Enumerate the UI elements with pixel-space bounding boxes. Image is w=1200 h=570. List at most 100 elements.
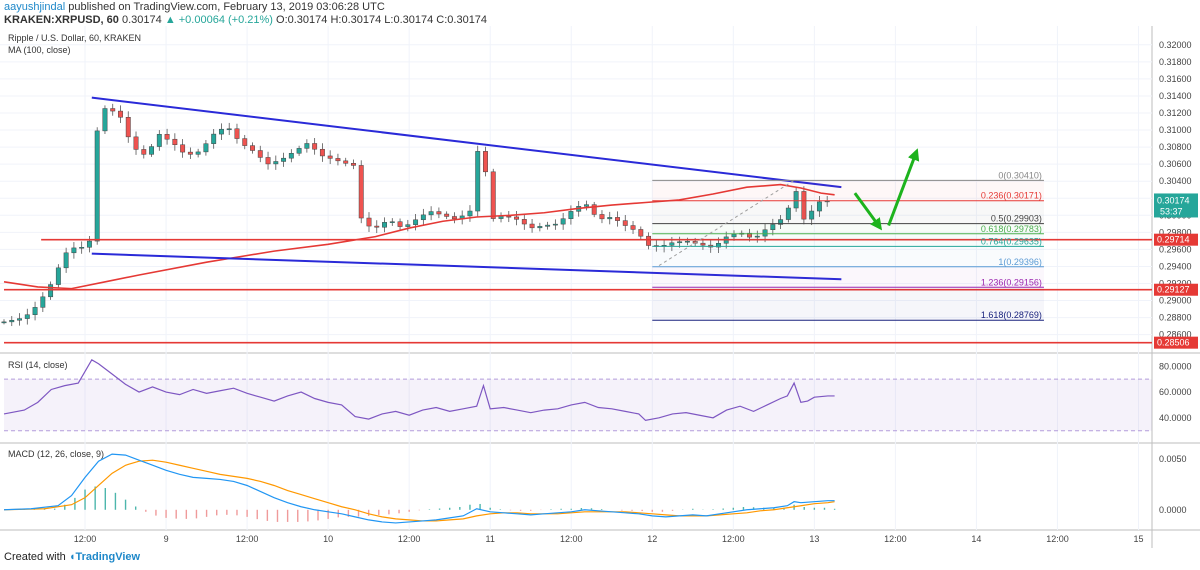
candle-body <box>568 211 574 219</box>
candle-body <box>537 226 543 229</box>
macd-tick-label: 0.0000 <box>1159 505 1187 515</box>
x-tick-label: 12:00 <box>236 534 259 544</box>
candle-body <box>545 224 551 227</box>
candle-body <box>778 219 784 225</box>
support-price-label: 0.29714 <box>1157 235 1190 245</box>
moving-average-line <box>3 183 835 290</box>
candle-body <box>374 225 380 228</box>
candle-body <box>250 145 255 151</box>
candle-body <box>560 218 566 225</box>
fib-level-label: 1.236(0.29156) <box>981 277 1042 287</box>
x-tick-label: 13 <box>809 534 819 544</box>
candle-body <box>55 267 61 285</box>
ohlc-high: H:0.30174 <box>330 14 382 26</box>
candle-body <box>102 108 108 132</box>
candle-body <box>684 240 690 243</box>
x-tick-label: 12:00 <box>722 534 745 544</box>
candle-body <box>716 243 721 248</box>
candle-body <box>599 214 605 220</box>
candle-body <box>591 204 597 215</box>
candle-body <box>552 223 558 226</box>
y-tick-label: 0.31000 <box>1159 125 1192 135</box>
candle-body <box>218 128 224 135</box>
candle-body <box>79 247 85 249</box>
candle-body <box>94 130 100 242</box>
ohlc-low: L:0.30174 <box>384 14 434 26</box>
support-price-badge <box>1154 233 1198 246</box>
candle-body <box>801 191 807 220</box>
candle-body <box>630 225 636 230</box>
candle-body <box>754 235 760 238</box>
price-chart[interactable]: 12:00 9 12:00 10 12:00 11 12:00 12 12:00 13 12:00 1… <box>0 26 1200 548</box>
publish-line: aayushjindal published on TradingView.co… <box>4 1 385 13</box>
y-tick-label: 0.31600 <box>1159 74 1192 84</box>
candle-body <box>226 128 232 131</box>
candle-body <box>234 128 240 139</box>
ohlc-close: C:0.30174 <box>436 14 488 26</box>
candle-body <box>428 211 434 216</box>
candle-body <box>319 148 325 157</box>
candle-body <box>63 252 69 269</box>
candle-body <box>71 247 77 254</box>
candle-body <box>747 232 752 238</box>
x-tick-label: 12:00 <box>560 534 583 544</box>
fib-level-label: 0(0.30410) <box>998 170 1042 180</box>
candle-body <box>187 151 193 155</box>
candle-body <box>9 319 15 323</box>
candle-body <box>358 165 364 219</box>
y-tick-label: 0.30600 <box>1159 159 1192 169</box>
price-change: ▲ +0.00064 (+0.21%) <box>164 14 273 26</box>
last-price: 0.30174 <box>121 14 162 26</box>
footer: Created with ◖TradingView <box>4 551 140 563</box>
x-tick-label: 12:00 <box>1046 534 1069 544</box>
x-tick-label: 15 <box>1133 534 1143 544</box>
x-tick-label: 12 <box>647 534 657 544</box>
countdown-label: 53:37 <box>1160 206 1183 216</box>
candle-body <box>638 229 644 237</box>
candle-body <box>669 242 675 246</box>
macd-legend: MACD (12, 26, close, 9) <box>8 449 104 459</box>
candle-body <box>677 241 683 244</box>
candle-body <box>273 161 279 165</box>
macd-tick-label: 0.0050 <box>1159 454 1187 464</box>
candle-body <box>40 296 46 308</box>
support-price-badge <box>1154 336 1198 349</box>
candle-body <box>281 157 287 162</box>
candle-body <box>164 134 170 140</box>
symbol-line: KRAKEN:XRPUSD, 60 0.30174 ▲ +0.00064 (+0… <box>4 14 487 26</box>
candle-body <box>420 214 426 221</box>
fib-zone <box>652 233 1044 247</box>
channel-upper-line <box>91 96 842 189</box>
candle-body <box>125 117 131 138</box>
candle-body <box>265 157 271 165</box>
candle-body <box>118 110 123 118</box>
candle-body <box>475 151 481 212</box>
candle-body <box>133 136 139 150</box>
y-tick-label: 0.28600 <box>1159 330 1192 340</box>
y-tick-label: 0.29800 <box>1159 227 1192 237</box>
fib-trend-line <box>658 179 795 267</box>
fib-level-label: 0.764(0.29635) <box>981 236 1042 246</box>
chart-title: Ripple / U.S. Dollar, 60, KRAKEN <box>8 33 141 43</box>
tradingview-brand: TradingView <box>75 551 141 563</box>
fib-level-label: 0.618(0.29783) <box>981 224 1042 234</box>
tradingview-icon: ◖ <box>68 551 76 563</box>
candle-body <box>389 221 395 223</box>
chart-header: aayushjindal published on TradingView.co… <box>0 0 1200 26</box>
candle-body <box>211 133 217 144</box>
candle-body <box>483 151 488 173</box>
candle-body <box>770 224 776 230</box>
candle-body <box>397 221 403 227</box>
x-tick-label: 11 <box>486 534 495 544</box>
candle-body <box>1 321 7 324</box>
candle-body <box>149 146 155 155</box>
author-link[interactable]: aayushjindal <box>4 1 66 13</box>
last-price-badge <box>1154 193 1198 218</box>
candle-body <box>141 149 147 155</box>
fib-level-label: 0.236(0.30171) <box>981 191 1042 201</box>
tradingview-logo[interactable]: ◖TradingView <box>69 551 140 563</box>
fib-zone <box>652 223 1044 234</box>
candle-body <box>48 284 54 298</box>
candle-body <box>351 163 356 166</box>
forecast-arrow <box>853 192 883 231</box>
